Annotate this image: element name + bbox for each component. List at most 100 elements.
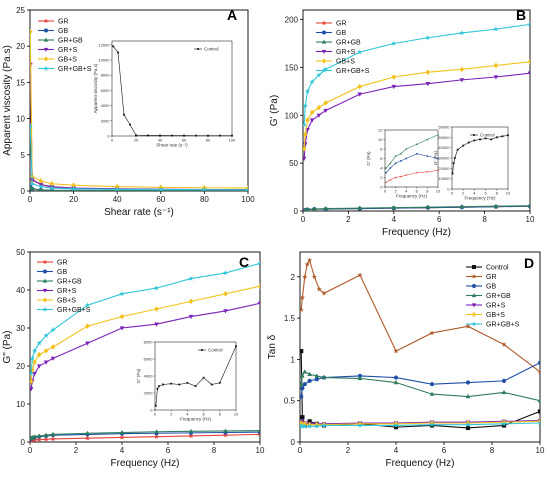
inset-data-point <box>479 138 481 141</box>
legend-marker <box>42 259 48 265</box>
legend-label: GR+GB <box>336 40 361 47</box>
inset-data-point <box>158 385 160 388</box>
y-tick-label: 100 <box>285 111 299 120</box>
x-tick-label: 0 <box>28 446 33 455</box>
x-tick-label: 4 <box>394 446 399 455</box>
inset-y-tick-label: 10000 <box>438 176 450 181</box>
data-point <box>36 340 42 346</box>
legend-marker <box>43 47 49 52</box>
data-point <box>465 380 471 385</box>
legend-marker <box>471 303 477 308</box>
y-tick-label: 5 <box>21 151 26 160</box>
inset-x-tick-label: 10 <box>234 412 239 417</box>
inset-data-point <box>415 171 418 174</box>
data-point <box>303 142 308 147</box>
data-point <box>300 307 304 313</box>
inset-x-tick-label: 2 <box>170 412 173 417</box>
inset-data-point <box>129 123 131 126</box>
inset-data-point <box>117 51 119 54</box>
x-tick-label: 6 <box>166 446 171 455</box>
inset-legend-label: Control <box>204 47 219 52</box>
inset-data-point <box>501 135 504 138</box>
data-point <box>304 88 311 94</box>
legend: Control GR GB GR+GB GR+S GB+S GR+GB+S <box>466 265 520 329</box>
data-point <box>321 375 327 380</box>
data-point <box>314 377 319 382</box>
data-point <box>465 421 471 427</box>
inset-y-tick-label: 8000 <box>144 340 154 345</box>
data-point <box>459 78 465 83</box>
panel-letter: B <box>516 7 526 23</box>
inset-x-tick-label: 0 <box>111 138 114 143</box>
data-point <box>30 378 34 384</box>
data-point <box>493 26 499 32</box>
inset-legend-label: Control <box>208 348 223 353</box>
inset-data-point <box>195 134 197 137</box>
legend-label: GR+S <box>58 47 78 54</box>
data-point <box>393 348 399 354</box>
series-group <box>303 21 530 211</box>
y-axis-label: Apparent viscosity (Pa.s) <box>2 45 13 156</box>
data-point <box>307 423 313 429</box>
inset-y-tick-label: 10 <box>378 137 383 142</box>
x-tick-label: 2 <box>74 446 79 455</box>
data-point <box>300 423 305 429</box>
data-point <box>119 313 125 320</box>
series-line-gr-s <box>303 72 530 159</box>
data-point <box>30 367 35 373</box>
data-point <box>50 436 56 442</box>
inset-legend-marker <box>473 134 475 136</box>
inset-data-point <box>436 169 440 172</box>
inset-y-tick-label: 40000 <box>438 145 450 150</box>
inset-data-point <box>207 134 209 137</box>
inset-y-tick-label: 30000 <box>438 156 450 161</box>
inset-data-point <box>183 134 185 137</box>
panel-a: 0 20 40 60 80 100 0 5 10 15 20 25 Shear rate (s⁻¹) Ap… <box>2 6 255 218</box>
data-point <box>459 204 465 209</box>
series-line-gr-gb-s <box>303 23 530 125</box>
data-point <box>300 415 305 420</box>
data-point <box>501 378 507 383</box>
series-line-gr-gb <box>300 371 540 402</box>
data-point <box>49 185 55 191</box>
data-point <box>85 430 90 435</box>
data-point <box>357 272 363 278</box>
data-point <box>425 82 431 87</box>
inset-data-point <box>405 157 408 160</box>
inset-data-point <box>170 382 173 385</box>
legend-label: GB <box>336 30 346 37</box>
legend-label: GR+GB <box>57 279 82 286</box>
data-point <box>321 422 327 428</box>
data-point <box>357 375 363 381</box>
data-point <box>119 434 125 440</box>
data-point <box>300 294 305 300</box>
data-point <box>30 186 35 191</box>
legend-marker <box>321 49 327 54</box>
data-point <box>302 369 308 374</box>
data-point <box>50 187 54 191</box>
inset-data-point <box>123 113 125 116</box>
data-point <box>323 66 329 72</box>
y-tick-label: 1.5 <box>284 314 296 323</box>
inset-chart: 0 2 4 6 8 10 0 2 4 6 8 10 12 Frequency (Hz) G' (Pa) <box>366 128 441 199</box>
data-point <box>316 104 322 111</box>
data-point <box>188 433 194 439</box>
data-point <box>222 432 229 438</box>
inset-y-tick-label: 4000 <box>144 374 154 379</box>
data-point <box>307 257 313 263</box>
legend-label: GB+S <box>336 59 355 66</box>
inset-chart: 0 2 4 6 8 10 0 2000 4000 6000 8000 Frequency (Hz) G"… <box>136 340 239 422</box>
data-point <box>314 423 320 429</box>
data-point <box>43 360 49 365</box>
inset-x-tick-label: 8 <box>219 412 222 417</box>
legend-marker <box>471 293 477 298</box>
y-tick-label: 0 <box>291 438 296 447</box>
data-point <box>465 323 471 329</box>
legend-marker <box>43 37 49 42</box>
data-point <box>303 102 308 108</box>
inset-x-tick-label: 8 <box>496 191 499 196</box>
x-axis-label: Frequency (Hz) <box>111 458 180 469</box>
legend: GR GB GR+GB GR+S GB+S GR+GB+S <box>316 20 370 75</box>
inset-data-point <box>484 137 487 140</box>
data-point <box>527 203 530 208</box>
